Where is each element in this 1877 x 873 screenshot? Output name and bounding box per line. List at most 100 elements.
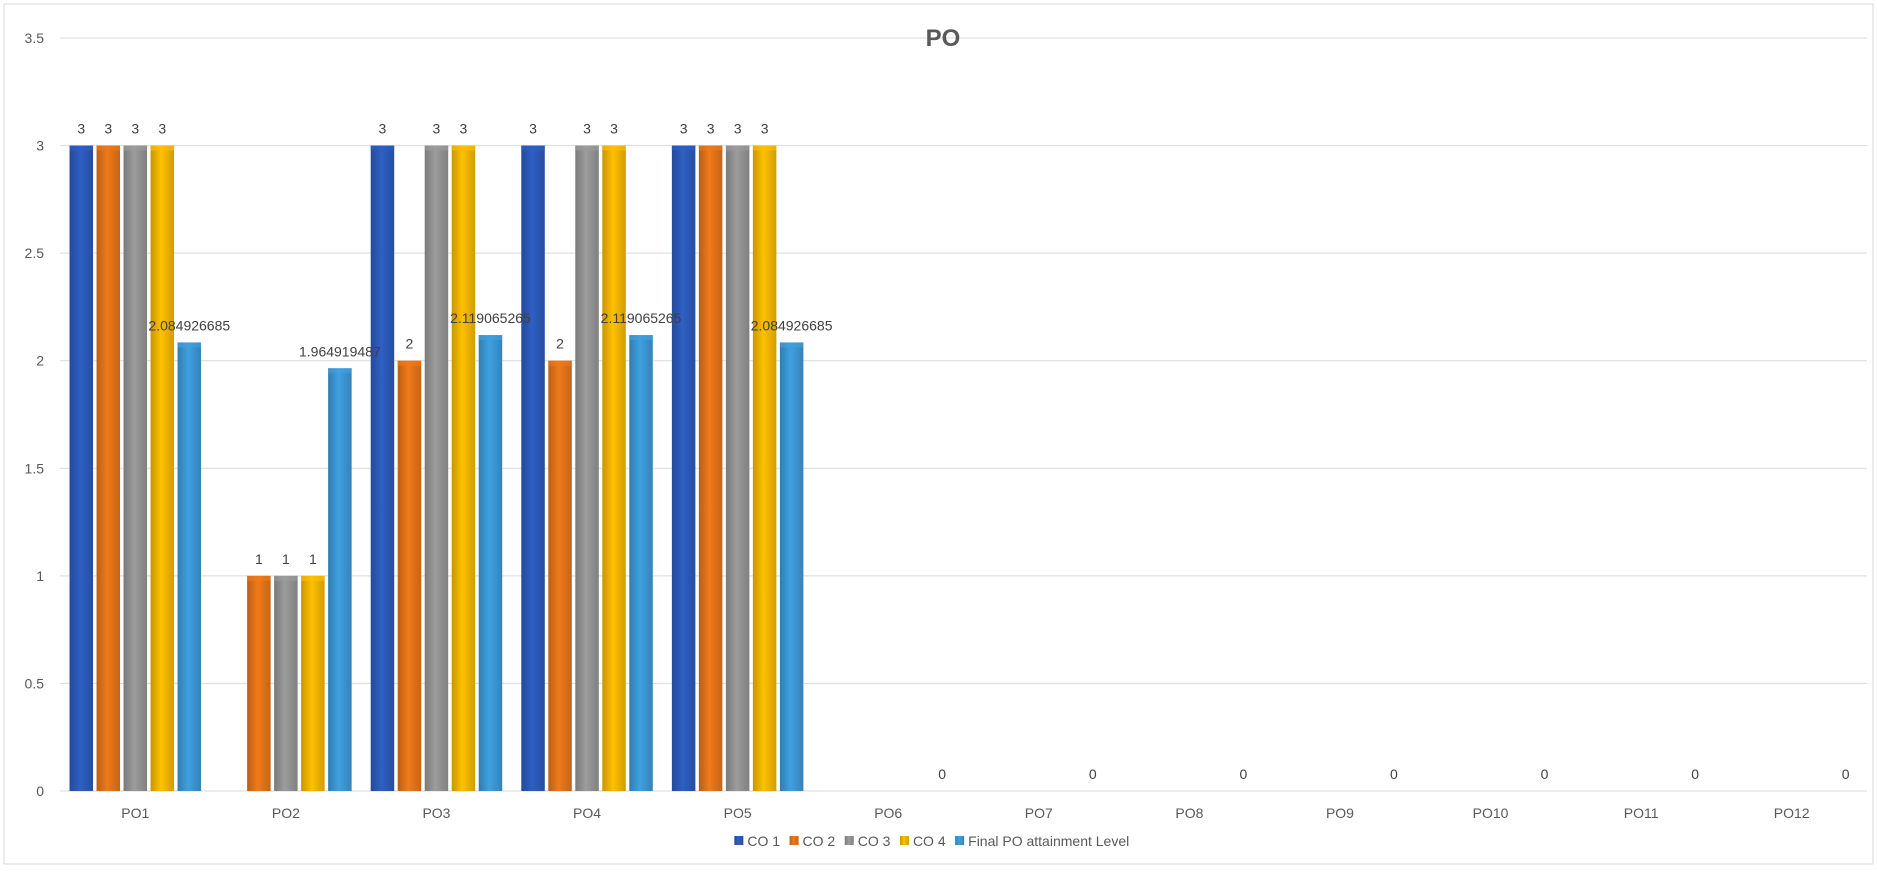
legend-label: Final PO attainment Level [968, 833, 1129, 849]
y-tick-label: 0.5 [25, 675, 45, 691]
y-tick-label: 0 [36, 783, 44, 799]
x-tick-label: PO3 [422, 805, 450, 821]
bar-cap [752, 145, 777, 151]
bar-cap [328, 368, 352, 374]
data-label: 0 [1842, 766, 1850, 782]
data-label: 3 [460, 121, 468, 137]
bar-cap [301, 575, 325, 581]
legend-label: CO 2 [803, 833, 836, 849]
data-label: 2 [406, 336, 414, 352]
data-label: 3 [104, 121, 112, 137]
bar-co-4-po3 [451, 145, 476, 792]
bars [69, 145, 804, 792]
data-label: 3 [433, 121, 441, 137]
bar-cap [548, 360, 572, 366]
bar-cap [247, 575, 271, 581]
data-label: 3 [707, 121, 715, 137]
bar-cap [629, 335, 653, 341]
chart-title: PO [926, 25, 961, 52]
data-label: 1 [282, 551, 290, 567]
bar-co-4-po1 [150, 145, 175, 792]
bar-cap [96, 145, 121, 151]
data-label: 0 [1089, 766, 1097, 782]
x-tick-label: PO5 [724, 805, 752, 821]
legend-swatch [789, 836, 799, 845]
legend-label: CO 4 [913, 833, 946, 849]
bar-cap [123, 145, 148, 151]
bar-co-3-po1 [123, 145, 148, 792]
bar-cap [671, 145, 696, 151]
data-label: 2.119065265 [450, 310, 531, 326]
x-tick-label: PO10 [1473, 805, 1509, 821]
bar-co-3-po5 [725, 145, 750, 792]
data-label: 3 [761, 121, 769, 137]
bar-final-po-attainment-level-po1 [177, 342, 202, 791]
x-tick-label: PO9 [1326, 805, 1354, 821]
bar-final-po-attainment-level-po2 [328, 368, 352, 791]
bar-co-3-po3 [424, 145, 449, 792]
legend-label: CO 1 [747, 833, 780, 849]
bar-cap [274, 575, 298, 581]
x-tick-label: PO1 [121, 805, 149, 821]
bar-cap [575, 145, 599, 151]
gridlines [60, 37, 1867, 792]
data-label: 3 [529, 121, 537, 137]
y-tick-label: 2 [36, 353, 44, 369]
bar-co-3-po4 [575, 145, 599, 792]
data-label: 1.964919487 [299, 343, 381, 359]
bar-cap [177, 342, 202, 348]
bar-cap [779, 342, 804, 348]
bar-co-2-po2 [247, 575, 271, 791]
legend-label: CO 3 [858, 833, 891, 849]
bar-final-po-attainment-level-po4 [629, 335, 653, 791]
bar-co-2-po3 [397, 360, 422, 791]
y-tick-label: 3 [36, 138, 44, 154]
bar-co-4-po4 [602, 145, 626, 792]
legend-swatch [734, 836, 744, 845]
bar-co-4-po5 [752, 145, 777, 792]
y-tick-label: 1 [36, 568, 44, 584]
data-label: 0 [1541, 766, 1549, 782]
legend-swatch [899, 836, 909, 845]
bar-cap [521, 145, 545, 151]
x-tick-label: PO2 [272, 805, 300, 821]
legend-swatch [955, 836, 965, 845]
data-label: 2.084926685 [148, 317, 230, 333]
bar-co-2-po4 [548, 360, 572, 791]
bar-cap [397, 360, 422, 366]
data-label: 3 [77, 121, 85, 137]
bar-final-po-attainment-level-po5 [779, 342, 804, 791]
data-label: 3 [583, 121, 591, 137]
bar-cap [478, 335, 503, 341]
legend: CO 1 CO 2 CO 3 CO 4 Final PO attainment Leve… [734, 833, 1129, 849]
data-label: 0 [1239, 766, 1247, 782]
x-tick-label: PO11 [1624, 805, 1659, 821]
bar-cap [150, 145, 175, 151]
data-label: 3 [734, 121, 742, 137]
data-label: 1 [309, 551, 317, 567]
data-label: 2.119065265 [601, 310, 682, 326]
data-label: 3 [158, 121, 166, 137]
bar-co-3-po2 [274, 575, 298, 791]
y-tick-label: 3.5 [25, 30, 45, 46]
bar-cap [424, 145, 449, 151]
bar-cap [69, 145, 94, 151]
bar-cap [698, 145, 723, 151]
bar-co-1-po5 [671, 145, 696, 792]
data-label: 0 [1691, 766, 1699, 782]
y-tick-label: 2.5 [25, 245, 45, 261]
data-label: 0 [1390, 766, 1398, 782]
bar-co-1-po3 [370, 145, 395, 792]
bar-co-1-po1 [69, 145, 94, 792]
bar-cap [451, 145, 476, 151]
x-tick-label: PO6 [874, 805, 902, 821]
data-label: 3 [610, 121, 618, 137]
legend-swatch [844, 836, 854, 845]
axes: 0 0.5 1 1.5 2 2.5 3 3.5 PO1 PO2 PO3 PO4 PO5 PO6 PO7 PO8… [25, 30, 1810, 821]
bar-cap [370, 145, 395, 151]
data-label: 2 [556, 336, 564, 352]
bar-final-po-attainment-level-po3 [478, 335, 503, 791]
bar-cap [602, 145, 626, 151]
x-tick-label: PO4 [573, 805, 601, 821]
